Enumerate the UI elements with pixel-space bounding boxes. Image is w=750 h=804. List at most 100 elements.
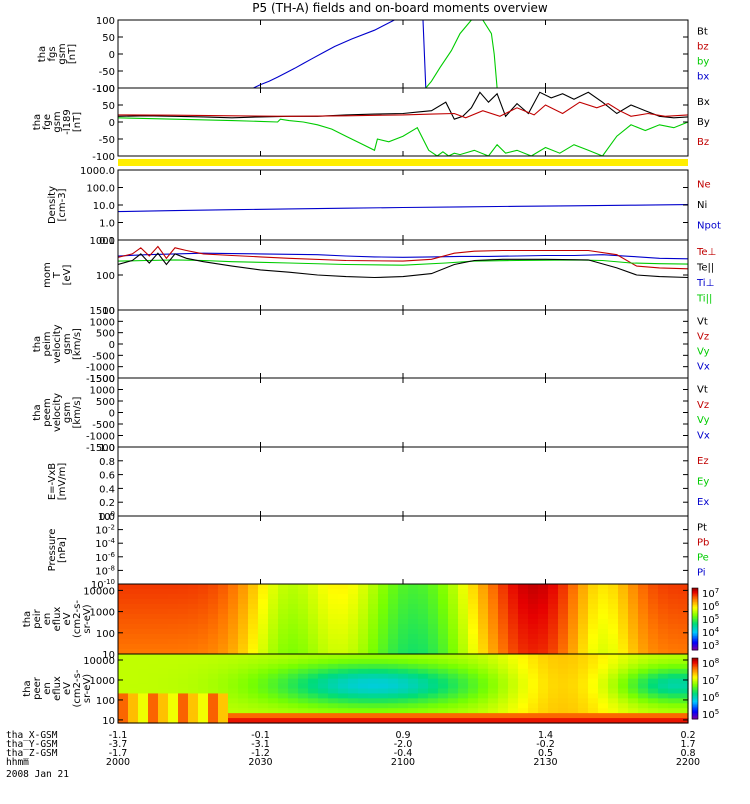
- spectrogram-cell: [198, 683, 209, 690]
- spectrogram-cell: [388, 693, 399, 699]
- spectrogram-cell: [478, 619, 489, 625]
- spectrogram-cell: [288, 604, 299, 610]
- spectrogram-cell: [668, 624, 679, 630]
- spectrogram-cell: [678, 599, 689, 605]
- spectrogram-cell: [548, 624, 559, 630]
- spectrogram-cell: [638, 698, 649, 704]
- spectrogram-cell: [118, 639, 129, 645]
- spectrogram-cell: [528, 619, 539, 625]
- spectrogram-cell: [158, 589, 169, 595]
- spectrogram-cell: [508, 713, 519, 719]
- spectrogram-cell: [448, 654, 459, 660]
- spectrogram-cell: [258, 718, 269, 724]
- spectrogram-cell: [228, 629, 239, 635]
- spectrogram-cell: [328, 688, 339, 695]
- spectrogram-cell: [568, 678, 579, 685]
- colorbar-step: [692, 670, 698, 673]
- spectrogram-cell: [388, 718, 399, 724]
- colorbar-step: [692, 658, 698, 661]
- spectrogram-cell: [398, 604, 409, 610]
- spectrogram-cell: [588, 589, 599, 595]
- spectrogram-cell: [148, 589, 159, 595]
- spectrogram-cell: [648, 673, 659, 680]
- spectrogram-cell: [278, 703, 289, 709]
- colorbar-step: [692, 668, 698, 671]
- spectrogram-cell: [168, 654, 179, 660]
- spectrogram-cell: [158, 649, 169, 655]
- colorbar-step: [692, 629, 698, 632]
- spectrogram-cell: [518, 708, 529, 714]
- ytick-label: 0.1: [99, 236, 115, 247]
- colorbar-step: [692, 711, 698, 714]
- spectrogram-cell: [278, 658, 289, 665]
- spectrogram-cell: [288, 663, 299, 670]
- spectrogram-cell: [188, 673, 199, 680]
- spectrogram-cell: [308, 584, 319, 590]
- spectrogram-cell: [528, 644, 539, 650]
- panel-frame-fge: [117, 87, 689, 157]
- spectrogram-cell: [288, 599, 299, 605]
- colorbar-step: [692, 671, 698, 674]
- axis-row-value: 2030: [248, 757, 272, 768]
- spectrogram-cell: [378, 629, 389, 635]
- spectrogram-cell: [218, 713, 229, 719]
- spectrogram-cell: [398, 683, 409, 690]
- spectrogram-cell: [668, 609, 679, 615]
- spectrogram-cell: [558, 703, 569, 709]
- spectrogram-cell: [618, 584, 629, 590]
- spectrogram-cell: [328, 629, 339, 635]
- spectrogram-cell: [358, 634, 369, 640]
- spectrogram-cell: [678, 708, 689, 714]
- series-line-density-Npot: [118, 204, 688, 213]
- spectrogram-cell: [288, 688, 299, 695]
- spectrogram-cell: [678, 614, 689, 620]
- spectrogram-cell: [458, 663, 469, 670]
- spectrogram-cell: [328, 654, 339, 660]
- spectrogram-cell: [418, 668, 429, 675]
- spectrogram-cell: [308, 644, 319, 650]
- spectrogram-cell: [218, 594, 229, 600]
- spectrogram-cell: [238, 673, 249, 680]
- legend-label-peim: Vz: [697, 332, 709, 343]
- peem-ylabel-line: [km/s]: [72, 396, 83, 428]
- spectrogram-cell: [308, 639, 319, 645]
- spectrogram-cell: [418, 599, 429, 605]
- spectrogram-cell: [208, 629, 219, 635]
- colorbar-step: [692, 605, 698, 608]
- spectrogram-cell: [638, 693, 649, 699]
- spectrogram-cell: [418, 663, 429, 670]
- spectrogram-cell: [638, 604, 649, 610]
- spectrogram-cell: [178, 599, 189, 605]
- spectrogram-cell: [398, 644, 409, 650]
- spectrogram-cell: [518, 668, 529, 675]
- axis-row-label: tha_Y-GSM: [6, 739, 58, 750]
- spectrogram-cell: [468, 683, 479, 690]
- spectrogram-cell: [318, 609, 329, 615]
- spectrogram-cell: [358, 654, 369, 660]
- spectrogram-cell: [258, 639, 269, 645]
- spectrogram-cell: [638, 703, 649, 709]
- spectrogram-cell: [448, 703, 459, 709]
- spectrogram-cell: [538, 654, 549, 660]
- spectrogram-cell: [248, 629, 259, 635]
- ytick-label: 100: [96, 271, 115, 282]
- spectrogram-cell: [168, 634, 179, 640]
- legend-label-fgs: bz: [697, 42, 709, 53]
- spectrogram-cell: [178, 604, 189, 610]
- spectrogram-cell: [148, 658, 159, 665]
- spectrogram-cell: [598, 678, 609, 685]
- spectrogram-cell: [388, 619, 399, 625]
- spectrogram-cell: [128, 673, 139, 680]
- spectrogram-cell: [228, 624, 239, 630]
- spectrogram-cell: [408, 609, 419, 615]
- spectrogram-cell: [258, 698, 269, 704]
- spectrogram-cell: [208, 594, 219, 600]
- spectrogram-cell: [388, 713, 399, 719]
- spectrogram-cell: [478, 708, 489, 714]
- spectrogram-cell: [638, 713, 649, 719]
- spectrogram-cell: [238, 584, 249, 590]
- spectrogram-cell: [128, 713, 139, 719]
- spectrogram-cell: [278, 594, 289, 600]
- spectrogram-cell: [538, 718, 549, 724]
